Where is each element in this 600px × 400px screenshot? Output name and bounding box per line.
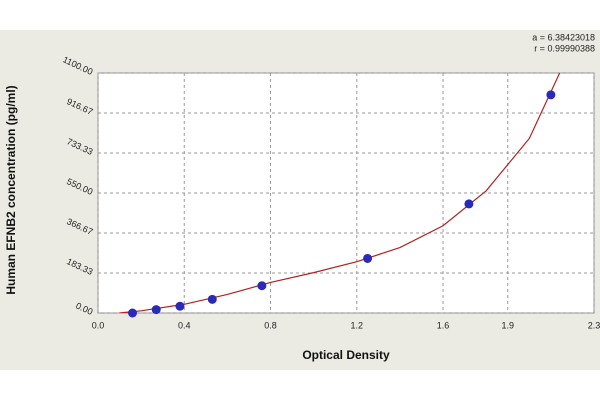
x-tick-label: 0.8	[264, 320, 277, 330]
point	[464, 199, 474, 209]
point	[175, 301, 185, 311]
x-tick-label: 0.4	[178, 320, 191, 330]
annotation: r = 0.99990388	[534, 43, 595, 53]
point	[128, 308, 138, 318]
point	[257, 281, 267, 291]
y-axis-title: Human EFNB2 concentration (pg/ml)	[4, 85, 18, 294]
point	[363, 253, 373, 263]
x-tick-label: 1.6	[437, 320, 450, 330]
x-tick-label: 1.2	[351, 320, 364, 330]
x-axis-title: Optical Density	[302, 348, 390, 362]
x-tick-label: 0.0	[92, 320, 105, 330]
annotation: a = 6.38423018	[532, 32, 595, 42]
point	[546, 90, 556, 100]
point	[151, 305, 161, 315]
x-tick-label: 1.9	[501, 320, 514, 330]
x-tick-label: 2.3	[588, 320, 600, 330]
point	[207, 294, 217, 304]
